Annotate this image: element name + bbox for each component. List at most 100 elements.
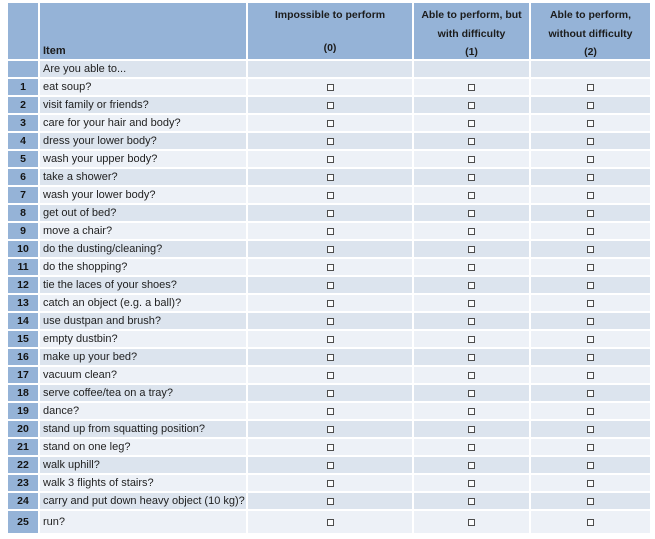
- checkbox-score-0[interactable]: [326, 407, 334, 415]
- row-number: 9: [8, 223, 38, 239]
- checkbox-score-1[interactable]: [468, 209, 475, 217]
- checkbox-score-2[interactable]: [587, 443, 594, 451]
- checkbox-score-0[interactable]: [326, 335, 334, 343]
- checkbox-score-1[interactable]: [468, 317, 475, 325]
- checkbox-score-1[interactable]: [468, 479, 475, 487]
- checkbox-score-1[interactable]: [468, 227, 475, 235]
- checkbox-score-0[interactable]: [326, 245, 334, 253]
- checkbox-score-2[interactable]: [587, 317, 594, 325]
- checkbox-score-1[interactable]: [468, 335, 475, 343]
- checkbox-score-2[interactable]: [587, 497, 594, 505]
- checkbox-score-1[interactable]: [468, 101, 475, 109]
- checkbox-score-0[interactable]: [326, 443, 334, 451]
- checkbox-score-1[interactable]: [468, 245, 475, 253]
- checkbox-score-1[interactable]: [468, 83, 475, 91]
- checkbox-score-0[interactable]: [326, 227, 334, 235]
- checkbox-score-2[interactable]: [587, 227, 594, 235]
- answer-cell-score-2: [531, 151, 650, 167]
- checkbox-score-2[interactable]: [587, 299, 594, 307]
- checkbox-score-2[interactable]: [587, 263, 594, 271]
- checkbox-score-1[interactable]: [468, 371, 475, 379]
- checkbox-score-0[interactable]: [326, 155, 334, 163]
- checkbox-score-0[interactable]: [326, 119, 334, 127]
- checkbox-score-1[interactable]: [468, 518, 475, 526]
- answer-cell-score-1: [414, 97, 529, 113]
- checkbox-score-2[interactable]: [587, 137, 594, 145]
- item-text: walk 3 flights of stairs?: [40, 475, 246, 491]
- row-number: 17: [8, 367, 38, 383]
- checkbox-score-2[interactable]: [587, 335, 594, 343]
- answer-cell-score-0: [248, 223, 412, 239]
- checkbox-score-0[interactable]: [326, 479, 334, 487]
- checkbox-score-1[interactable]: [468, 173, 475, 181]
- checkbox-score-1[interactable]: [468, 119, 475, 127]
- checkbox-score-0[interactable]: [326, 317, 334, 325]
- answer-cell-score-1: [414, 349, 529, 365]
- checkbox-score-2[interactable]: [587, 407, 594, 415]
- answer-cell-score-2: [531, 439, 650, 455]
- answer-cell-score-2: [531, 511, 650, 533]
- answer-cell-score-1: [414, 241, 529, 257]
- checkbox-score-0[interactable]: [326, 461, 334, 469]
- checkbox-score-0[interactable]: [326, 209, 334, 217]
- checkbox-score-0[interactable]: [326, 101, 334, 109]
- checkbox-score-1[interactable]: [468, 389, 475, 397]
- answer-cell-score-0: [248, 133, 412, 149]
- checkbox-score-2[interactable]: [587, 191, 594, 199]
- checkbox-score-0[interactable]: [326, 191, 334, 199]
- checkbox-score-2[interactable]: [587, 371, 594, 379]
- checkbox-score-1[interactable]: [468, 263, 475, 271]
- checkbox-score-2[interactable]: [587, 389, 594, 397]
- checkbox-score-0[interactable]: [326, 425, 334, 433]
- column-label: Able to perform, but with difficulty: [421, 9, 522, 40]
- row-number: 20: [8, 421, 38, 437]
- checkbox-score-2[interactable]: [587, 209, 594, 217]
- checkbox-score-0[interactable]: [326, 518, 334, 526]
- checkbox-score-0[interactable]: [326, 263, 334, 271]
- item-text: vacuum clean?: [40, 367, 246, 383]
- checkbox-score-2[interactable]: [587, 425, 594, 433]
- answer-cell-score-2: [531, 187, 650, 203]
- checkbox-score-1[interactable]: [468, 497, 475, 505]
- checkbox-score-2[interactable]: [587, 101, 594, 109]
- checkbox-score-1[interactable]: [468, 353, 475, 361]
- answer-cell-score-0: [248, 331, 412, 347]
- checkbox-score-0[interactable]: [326, 299, 334, 307]
- checkbox-score-0[interactable]: [326, 83, 334, 91]
- checkbox-score-0[interactable]: [326, 353, 334, 361]
- checkbox-score-1[interactable]: [468, 443, 475, 451]
- checkbox-score-0[interactable]: [326, 389, 334, 397]
- checkbox-score-2[interactable]: [587, 518, 594, 526]
- answer-cell-score-1: [414, 421, 529, 437]
- checkbox-score-2[interactable]: [587, 461, 594, 469]
- checkbox-score-1[interactable]: [468, 155, 475, 163]
- checkbox-score-2[interactable]: [587, 155, 594, 163]
- checkbox-score-2[interactable]: [587, 281, 594, 289]
- checkbox-score-0[interactable]: [326, 281, 334, 289]
- checkbox-score-1[interactable]: [468, 425, 475, 433]
- checkbox-score-2[interactable]: [587, 353, 594, 361]
- row-number: 16: [8, 349, 38, 365]
- checkbox-score-2[interactable]: [587, 119, 594, 127]
- checkbox-score-1[interactable]: [468, 407, 475, 415]
- column-header-without-difficulty: Able to perform, without difficulty (2): [531, 3, 650, 59]
- checkbox-score-0[interactable]: [326, 173, 334, 181]
- answer-cell-score-1: [414, 331, 529, 347]
- answer-cell-score-1: [414, 385, 529, 401]
- checkbox-score-0[interactable]: [326, 371, 334, 379]
- checkbox-score-1[interactable]: [468, 191, 475, 199]
- item-text: do the shopping?: [40, 259, 246, 275]
- checkbox-score-2[interactable]: [587, 83, 594, 91]
- row-number: 13: [8, 295, 38, 311]
- checkbox-score-2[interactable]: [587, 173, 594, 181]
- checkbox-score-1[interactable]: [468, 137, 475, 145]
- checkbox-score-2[interactable]: [587, 245, 594, 253]
- checkbox-score-0[interactable]: [326, 497, 334, 505]
- checkbox-score-0[interactable]: [326, 137, 334, 145]
- answer-cell-score-2: [531, 133, 650, 149]
- checkbox-score-1[interactable]: [468, 299, 475, 307]
- item-text: empty dustbin?: [40, 331, 246, 347]
- checkbox-score-1[interactable]: [468, 281, 475, 289]
- checkbox-score-1[interactable]: [468, 461, 475, 469]
- checkbox-score-2[interactable]: [587, 479, 594, 487]
